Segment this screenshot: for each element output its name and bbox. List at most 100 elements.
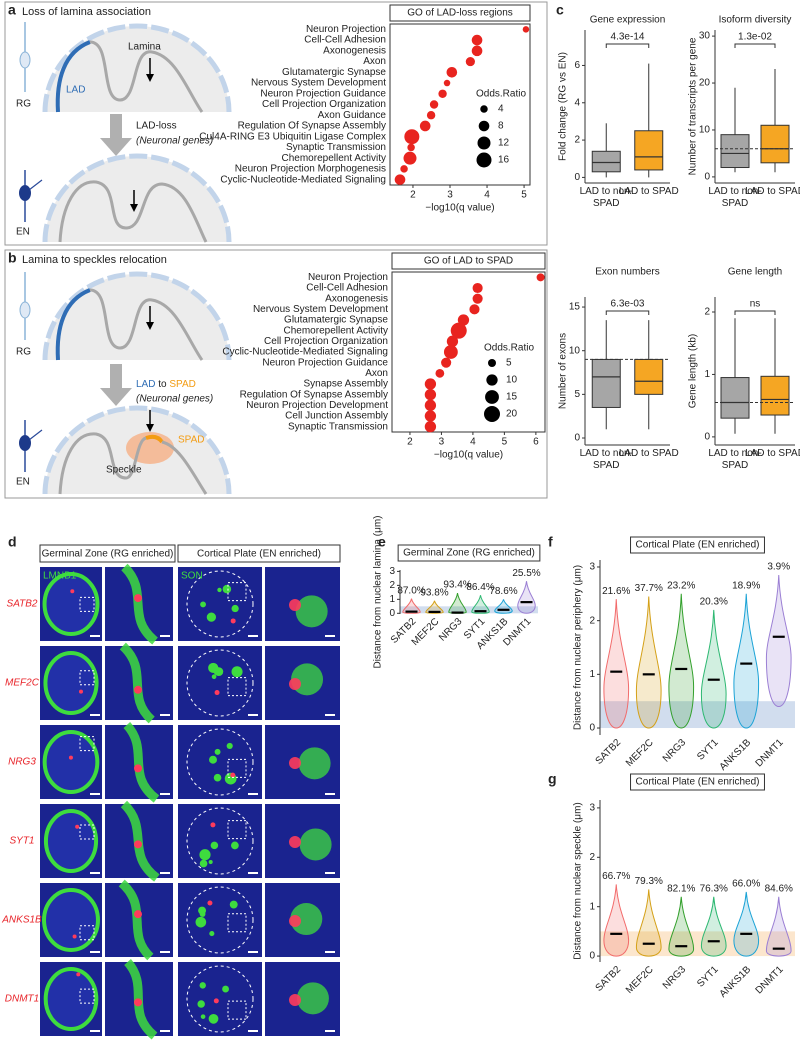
threshold-band: [600, 931, 795, 957]
dot: [404, 129, 420, 145]
fish-spot: [213, 998, 219, 1004]
violin: [603, 599, 630, 729]
fish-spot: [75, 824, 80, 829]
dot: [403, 151, 417, 165]
y-tick-label: 4: [574, 97, 580, 108]
speckle: [211, 674, 217, 680]
y-tick-label: Cul4A-RING E3 Ubiquitin Ligase Complex: [199, 131, 386, 142]
speckle: [206, 612, 217, 622]
dot: [424, 410, 437, 422]
violin: [402, 598, 421, 614]
dot: [536, 273, 545, 282]
chart-title: Gene expression: [590, 15, 666, 26]
fish-spot: [289, 836, 301, 848]
stain-label: SON: [181, 571, 203, 582]
speckle: [231, 604, 239, 613]
x-tick-label: LAD to SPAD: [745, 448, 800, 459]
violin: [765, 896, 792, 957]
box: [720, 377, 750, 419]
legend-dot: [477, 136, 491, 150]
micrograph: [178, 962, 262, 1036]
x-tick-label: SATB2: [594, 964, 624, 994]
nuclear-lamina: [42, 730, 100, 794]
y-tick-label: Cyclic-Nucleotide-Mediated Signaling: [222, 347, 388, 358]
title-box: [389, 4, 531, 22]
panel-title: Lamina to speckles relocation: [22, 254, 167, 266]
x-tick-label: SYT1: [695, 737, 721, 763]
panel-label: f: [548, 534, 553, 550]
speckle: [199, 849, 211, 861]
dot: [522, 26, 530, 33]
speckle: [209, 931, 215, 937]
panel-title: Loss of lamina association: [22, 6, 151, 18]
y-tick-label: 2: [574, 135, 580, 146]
fish-spot: [70, 589, 75, 594]
violin: [700, 609, 727, 729]
legend-label: 8: [498, 121, 504, 132]
label-part: LAD: [136, 379, 155, 390]
x-tick-label: 3: [439, 437, 445, 448]
y-tick-label: 0: [589, 951, 595, 962]
speckle: [199, 859, 208, 868]
roi-box: [227, 582, 247, 602]
gene-label: SATB2: [7, 599, 38, 610]
significance-label: ns: [750, 299, 761, 310]
percent-label: 23.2%: [667, 580, 695, 591]
x-tick-label: NRG3: [437, 616, 465, 644]
legend-dot: [478, 120, 490, 132]
box: [760, 124, 790, 164]
category-label-box: LAD to non-SPAD: [708, 186, 762, 209]
fish-spot: [214, 690, 220, 696]
legend-title: Odds.Ratio: [476, 89, 526, 100]
legend-label: 5: [506, 358, 512, 369]
dot: [469, 304, 480, 315]
percent-label: 82.1%: [667, 883, 695, 894]
x-tick-label: ANKS1B: [718, 964, 754, 1000]
x-tick-label: 6: [533, 437, 539, 448]
speckle: [200, 601, 207, 608]
x-tick-label: 2: [410, 190, 416, 201]
y-tick-label: 20: [699, 78, 711, 89]
dot: [407, 143, 415, 152]
nucleus-outline: [186, 886, 254, 954]
x-tick-label: LAD to non-SPAD: [708, 186, 762, 209]
x-tick-label: 4: [484, 190, 490, 201]
y-tick-label: 3: [389, 566, 395, 577]
roi-box: [227, 758, 247, 778]
y-tick-label: Glutamatergic Synapse: [282, 67, 386, 78]
label: LAD-loss: [136, 121, 177, 132]
panel-title: Germinal Zone (RG enriched): [403, 548, 535, 559]
legend-dot: [485, 390, 499, 404]
percent-label: 37.7%: [635, 583, 663, 594]
x-tick-label: 2: [407, 437, 413, 448]
x-tick-label: MEF2C: [624, 964, 656, 996]
y-tick-label: 2: [704, 307, 710, 318]
fish-spot: [68, 755, 73, 760]
y-tick-label: 0: [574, 172, 580, 183]
percent-label: 86.4%: [466, 582, 494, 593]
significance-bracket: [734, 310, 776, 315]
label-part: to: [158, 379, 167, 390]
category-label-box: LAD to SPAD: [619, 186, 679, 197]
y-axis-label: Number of transcripts per gene: [688, 37, 699, 175]
percent-label: 25.5%: [512, 568, 540, 579]
legend-dot: [488, 359, 496, 367]
legend-label: 4: [498, 104, 504, 115]
fish-spot: [230, 618, 236, 624]
y-tick-label: Neuron Projection Morphogenesis: [235, 164, 386, 175]
speckle: [214, 667, 224, 677]
y-tick-label: 0: [704, 172, 710, 183]
speckle: [226, 742, 233, 750]
label: LAD to SPAD: [136, 379, 196, 390]
title-box: [630, 536, 765, 554]
y-tick-label: 10: [569, 345, 581, 356]
dot: [443, 345, 458, 359]
x-tick-label: SYT1: [695, 964, 721, 990]
percent-label: 79.3%: [635, 876, 663, 887]
panel-label: g: [548, 771, 557, 787]
category-label-box: LAD to SPAD: [745, 448, 800, 459]
y-axis-label: Number of exons: [558, 333, 569, 409]
y-tick-label: Cell-Cell Adhesion: [304, 35, 386, 46]
fish-spot: [72, 934, 77, 939]
violin: [425, 600, 444, 614]
